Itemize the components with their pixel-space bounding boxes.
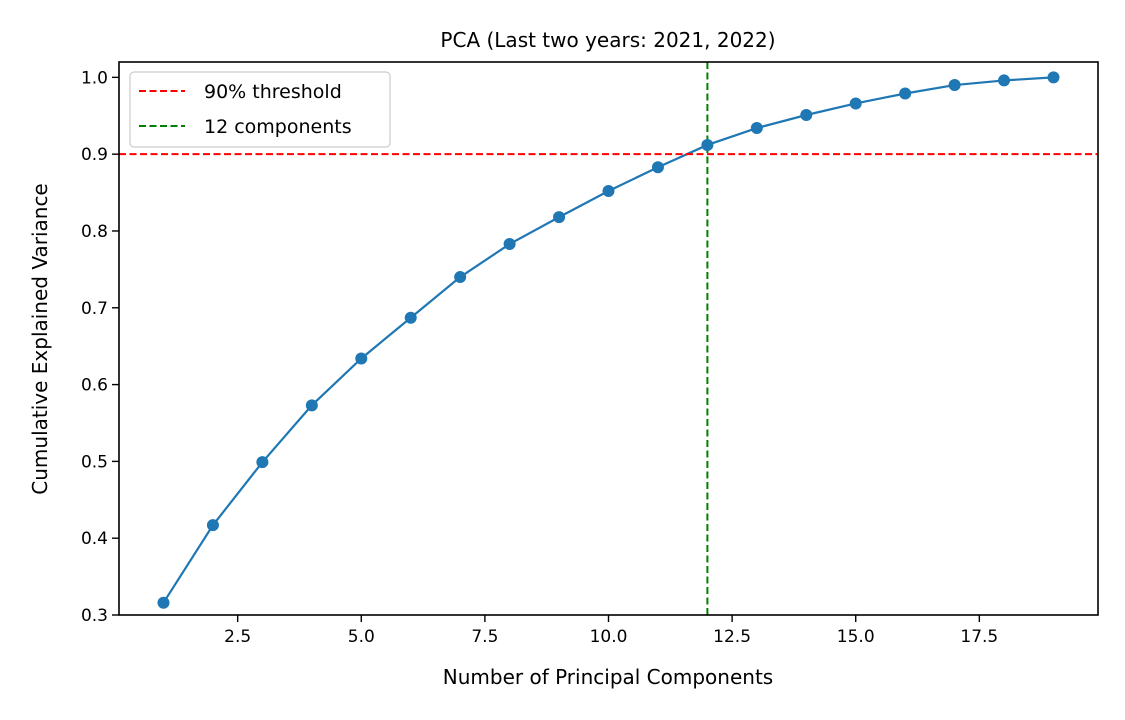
y-tick-label: 0.3	[81, 606, 108, 626]
data-point	[355, 352, 368, 365]
x-tick-label: 12.5	[713, 627, 751, 647]
data-point	[305, 399, 318, 412]
data-point	[1047, 71, 1060, 84]
data-point	[157, 596, 170, 609]
x-axis-label: Number of Principal Components	[443, 665, 773, 689]
data-point	[750, 122, 763, 135]
x-tick-label: 15.0	[837, 627, 875, 647]
legend-label: 12 components	[204, 116, 352, 138]
legend-label: 90% threshold	[204, 81, 342, 103]
x-tick-label: 17.5	[960, 627, 998, 647]
data-point	[849, 97, 862, 110]
data-point	[404, 311, 417, 324]
y-tick-label: 1.0	[81, 68, 108, 88]
data-point	[553, 211, 566, 224]
x-tick-label: 2.5	[224, 627, 251, 647]
y-tick-label: 0.5	[81, 452, 108, 472]
plot-area	[119, 62, 1098, 615]
data-point	[899, 87, 912, 100]
data-point	[454, 271, 467, 284]
y-tick-label: 0.4	[81, 529, 108, 549]
data-point	[256, 456, 269, 469]
x-tick-label: 7.5	[471, 627, 498, 647]
legend-box	[129, 71, 391, 148]
x-tick-label: 10.0	[590, 627, 628, 647]
y-tick-label: 0.6	[81, 376, 108, 396]
x-tick-label: 5.0	[348, 627, 375, 647]
data-point	[651, 161, 664, 174]
data-point	[998, 74, 1011, 87]
y-tick-label: 0.9	[81, 145, 108, 165]
data-point	[800, 108, 813, 121]
data-point	[948, 79, 961, 92]
data-point	[602, 185, 615, 198]
data-point	[503, 238, 516, 251]
y-axis-label: Cumulative Explained Variance	[28, 183, 52, 494]
data-point	[701, 138, 714, 151]
y-tick-label: 0.7	[81, 299, 108, 319]
data-point	[206, 519, 219, 532]
plot-content	[119, 62, 1098, 615]
chart-title: PCA (Last two years: 2021, 2022)	[440, 28, 775, 52]
y-tick-label: 0.8	[81, 222, 108, 242]
legend: 90% threshold 12 components	[129, 71, 391, 148]
axes: 2.5 5.0 7.5 10.0 12.5 15.0 17.5 0.3 0.4 0.5 0.6 0.7…	[81, 61, 1099, 647]
